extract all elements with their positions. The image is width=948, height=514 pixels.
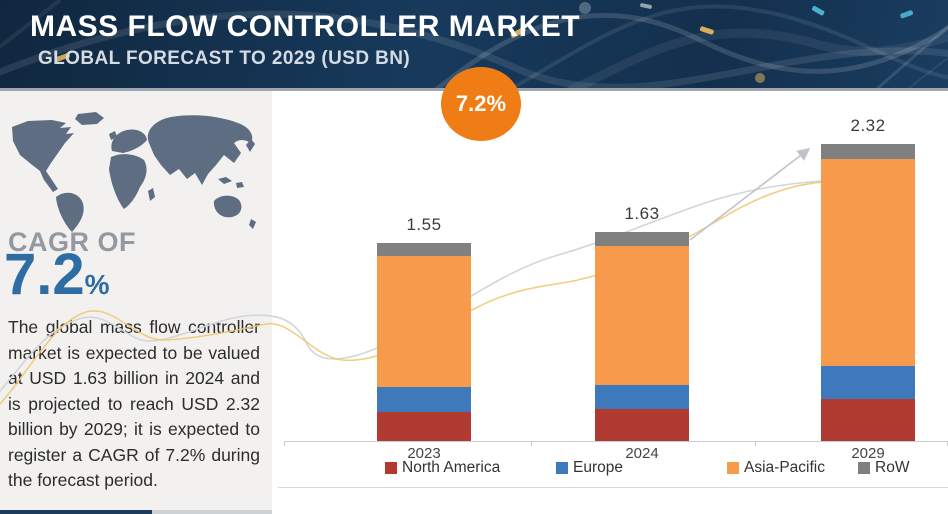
bar-segment-2023-asia-pacific — [377, 255, 471, 388]
legend-label: Europe — [573, 459, 623, 476]
legend-label: RoW — [875, 459, 910, 476]
sidebar-panel: CAGR OF 7.2% The global mass flow contro… — [0, 91, 272, 514]
bar-segment-2024-row — [595, 232, 689, 247]
bottom-accent-strip — [0, 510, 152, 514]
bar-segment-2029-europe — [821, 365, 915, 399]
x-axis-line — [284, 441, 948, 442]
header-banner: MASS FLOW CONTROLLER MARKET GLOBAL FOREC… — [0, 0, 948, 91]
bar-segment-2024-europe — [595, 384, 689, 409]
x-axis-label-2024: 2024 — [625, 445, 659, 462]
bar-2023 — [377, 243, 471, 441]
legend-swatch-icon — [556, 462, 568, 474]
cagr-percent-sign: % — [84, 269, 110, 300]
x-axis-label-2023: 2023 — [407, 445, 441, 462]
legend-swatch-icon — [385, 462, 397, 474]
legend-swatch-icon — [727, 462, 739, 474]
legend-item-row: RoW — [858, 459, 909, 477]
legend-label: Asia-Pacific — [744, 459, 825, 476]
x-axis-label-2029: 2029 — [851, 445, 885, 462]
cagr-number: 7.2 — [4, 242, 85, 307]
legend-item-europe: Europe — [556, 459, 623, 477]
market-summary-text: The global mass flow controller market i… — [8, 317, 260, 491]
x-axis-tick — [531, 441, 532, 446]
bar-segment-2023-europe — [377, 387, 471, 412]
bar-segment-2029-row — [821, 144, 915, 160]
bar-segment-2023-north-america — [377, 411, 471, 441]
x-axis-tick — [284, 441, 285, 446]
chart-legend: North America Europe Asia-Pacific RoW — [272, 459, 948, 477]
page-subtitle: GLOBAL FORECAST TO 2029 (USD BN) — [38, 48, 411, 69]
world-map-icon — [8, 111, 264, 236]
bar-total-label-2029: 2.32 — [850, 116, 886, 136]
bar-total-label-2023: 1.55 — [406, 214, 442, 234]
bottom-accent-strip-light — [152, 510, 272, 514]
bar-2029 — [821, 144, 915, 441]
bar-segment-2029-north-america — [821, 398, 915, 441]
bar-segment-2023-row — [377, 243, 471, 256]
legend-label: North America — [402, 459, 501, 476]
bar-segment-2029-asia-pacific — [821, 159, 915, 366]
legend-swatch-icon — [858, 462, 870, 474]
bar-2024 — [595, 232, 689, 441]
x-axis-tick — [755, 441, 756, 446]
legend-item-asia-pacific: Asia-Pacific — [727, 459, 825, 477]
chart-bottom-divider — [278, 487, 948, 488]
bar-segment-2024-north-america — [595, 409, 689, 441]
bar-total-label-2024: 1.63 — [624, 204, 660, 224]
stacked-bar-chart: North America Europe Asia-Pacific RoW 1.55 2… — [272, 88, 948, 514]
legend-item-north-america: North America — [385, 459, 500, 477]
cagr-value-label: 7.2% — [4, 243, 110, 307]
bar-segment-2024-asia-pacific — [595, 246, 689, 385]
page-title: MASS FLOW CONTROLLER MARKET — [30, 10, 581, 43]
